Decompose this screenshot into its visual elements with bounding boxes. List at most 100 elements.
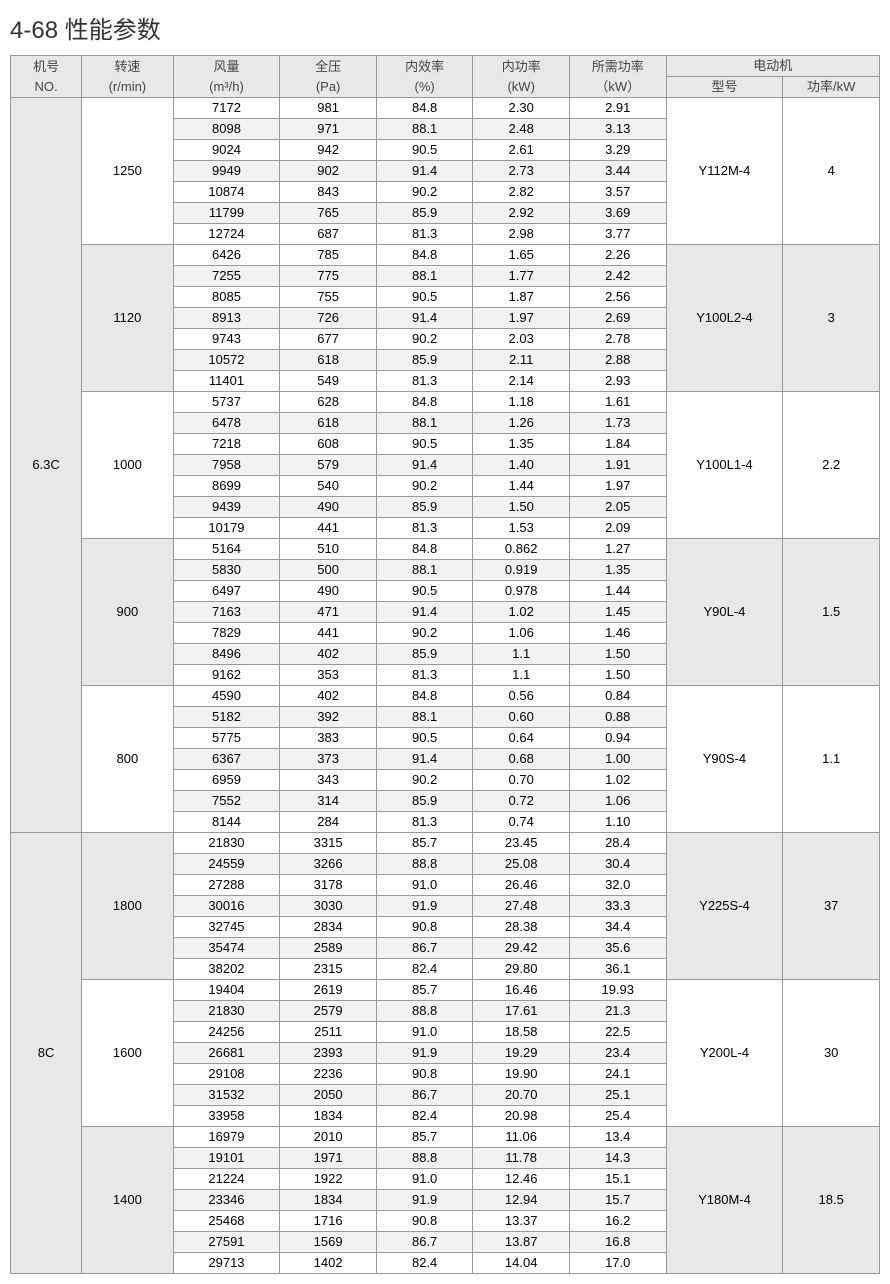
data-cell: 1834 [280, 1190, 377, 1211]
data-cell: 15.7 [569, 1190, 666, 1211]
data-cell: 82.4 [376, 1106, 473, 1127]
motor-power-cell: 18.5 [783, 1127, 880, 1274]
data-cell: 19404 [173, 980, 280, 1001]
data-cell: 3.44 [569, 161, 666, 182]
data-cell: 618 [280, 350, 377, 371]
data-cell: 1716 [280, 1211, 377, 1232]
data-cell: 81.3 [376, 518, 473, 539]
data-cell: 510 [280, 539, 377, 560]
data-cell: 29108 [173, 1064, 280, 1085]
data-cell: 90.8 [376, 1064, 473, 1085]
data-cell: 4590 [173, 686, 280, 707]
data-cell: 3.13 [569, 119, 666, 140]
table-row: 800459040284.80.560.84Y90S-41.1 [11, 686, 880, 707]
data-cell: 2.98 [473, 224, 570, 245]
data-cell: 343 [280, 770, 377, 791]
data-cell: 13.87 [473, 1232, 570, 1253]
data-cell: 27591 [173, 1232, 280, 1253]
data-cell: 12.94 [473, 1190, 570, 1211]
data-cell: 20.70 [473, 1085, 570, 1106]
data-cell: 84.8 [376, 392, 473, 413]
data-cell: 1.84 [569, 434, 666, 455]
data-cell: 2.78 [569, 329, 666, 350]
data-cell: 25.08 [473, 854, 570, 875]
data-cell: 971 [280, 119, 377, 140]
data-cell: 726 [280, 308, 377, 329]
data-cell: 85.9 [376, 791, 473, 812]
data-cell: 2.88 [569, 350, 666, 371]
data-cell: 608 [280, 434, 377, 455]
data-cell: 1.06 [569, 791, 666, 812]
data-cell: 383 [280, 728, 377, 749]
data-cell: 26.46 [473, 875, 570, 896]
header-no: 机号NO. [11, 56, 82, 98]
data-cell: 942 [280, 140, 377, 161]
data-cell: 6426 [173, 245, 280, 266]
data-cell: 8699 [173, 476, 280, 497]
speed-cell: 900 [82, 539, 173, 686]
data-cell: 2393 [280, 1043, 377, 1064]
data-cell: 12724 [173, 224, 280, 245]
spec-table: 机号NO. 转速(r/min) 风量(m³/h) 全压(Pa) 内效率(%) 内… [10, 55, 880, 1274]
header-model: 型号 [666, 77, 783, 98]
data-cell: 2.14 [473, 371, 570, 392]
data-cell: 91.4 [376, 455, 473, 476]
data-cell: 9024 [173, 140, 280, 161]
data-cell: 90.2 [376, 770, 473, 791]
data-cell: 1.91 [569, 455, 666, 476]
data-cell: 91.4 [376, 749, 473, 770]
data-cell: 85.9 [376, 203, 473, 224]
data-cell: 1.02 [569, 770, 666, 791]
data-cell: 7172 [173, 98, 280, 119]
data-cell: 88.1 [376, 266, 473, 287]
data-cell: 2589 [280, 938, 377, 959]
data-cell: 1.97 [473, 308, 570, 329]
data-cell: 81.3 [376, 812, 473, 833]
data-cell: 82.4 [376, 959, 473, 980]
data-cell: 7958 [173, 455, 280, 476]
data-cell: 0.64 [473, 728, 570, 749]
data-cell: 500 [280, 560, 377, 581]
data-cell: 0.919 [473, 560, 570, 581]
data-cell: 85.7 [376, 1127, 473, 1148]
data-cell: 2.48 [473, 119, 570, 140]
data-cell: 81.3 [376, 371, 473, 392]
data-cell: 373 [280, 749, 377, 770]
motor-model-cell: Y100L1-4 [666, 392, 783, 539]
data-cell: 5775 [173, 728, 280, 749]
data-cell: 2.69 [569, 308, 666, 329]
data-cell: 981 [280, 98, 377, 119]
data-cell: 8913 [173, 308, 280, 329]
data-cell: 3.69 [569, 203, 666, 224]
data-cell: 3.29 [569, 140, 666, 161]
motor-model-cell: Y225S-4 [666, 833, 783, 980]
data-cell: 10572 [173, 350, 280, 371]
data-cell: 91.4 [376, 308, 473, 329]
data-cell: 1.1 [473, 665, 570, 686]
data-cell: 91.4 [376, 161, 473, 182]
data-cell: 1.50 [569, 665, 666, 686]
data-cell: 1.40 [473, 455, 570, 476]
data-cell: 2315 [280, 959, 377, 980]
data-cell: 88.1 [376, 707, 473, 728]
data-cell: 2.56 [569, 287, 666, 308]
data-cell: 14.04 [473, 1253, 570, 1274]
data-cell: 8496 [173, 644, 280, 665]
data-cell: 7829 [173, 623, 280, 644]
data-cell: 8098 [173, 119, 280, 140]
data-cell: 90.5 [376, 140, 473, 161]
data-cell: 471 [280, 602, 377, 623]
motor-power-cell: 3 [783, 245, 880, 392]
header-rpow: 所需功率（kW） [569, 56, 666, 98]
data-cell: 5737 [173, 392, 280, 413]
header-press: 全压(Pa) [280, 56, 377, 98]
data-cell: 3.57 [569, 182, 666, 203]
data-cell: 3315 [280, 833, 377, 854]
data-cell: 843 [280, 182, 377, 203]
data-cell: 88.8 [376, 1148, 473, 1169]
table-row: 1120642678584.81.652.26Y100L2-43 [11, 245, 880, 266]
data-cell: 1.10 [569, 812, 666, 833]
data-cell: 33.3 [569, 896, 666, 917]
speed-cell: 1120 [82, 245, 173, 392]
speed-cell: 800 [82, 686, 173, 833]
